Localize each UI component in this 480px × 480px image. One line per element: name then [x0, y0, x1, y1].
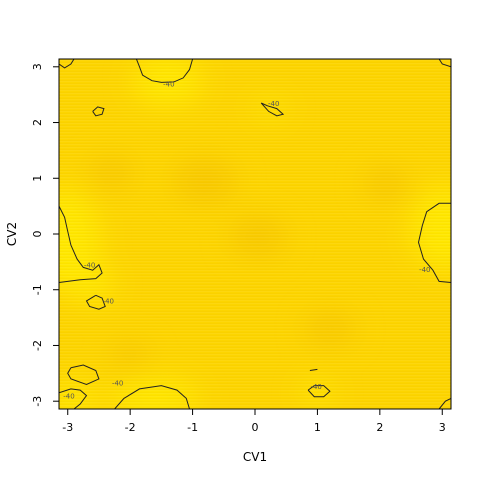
y-tick-label: 3: [31, 63, 44, 70]
contour-label: -40: [112, 380, 123, 388]
contour-line: [85, 294, 106, 310]
contour-label: -40: [163, 80, 174, 88]
contour-line: [59, 388, 88, 409]
contour-label: -40: [310, 383, 321, 391]
x-tick-label: -2: [125, 421, 136, 434]
y-tick-label: 1: [31, 175, 44, 182]
x-axis-title: CV1: [243, 450, 267, 464]
x-tick-label: -1: [187, 421, 198, 434]
contour-line: [417, 202, 451, 283]
contour-line: [307, 385, 331, 398]
contour-label: -40: [103, 298, 114, 306]
contour-line: [309, 368, 318, 371]
x-tick-label: -3: [62, 421, 73, 434]
x-tick-label: 0: [252, 421, 259, 434]
contour-label: -40: [63, 392, 74, 400]
x-tick-label: 1: [314, 421, 321, 434]
contour-label: -40: [84, 261, 95, 269]
contour-line: [135, 59, 194, 83]
y-tick-label: -1: [31, 284, 44, 295]
contour-line: [59, 205, 103, 283]
contour-line: [92, 106, 105, 117]
contour-line: [114, 385, 190, 409]
contour-label: -40: [268, 100, 279, 108]
axes: -3 -2 -1 0 1 2 3 -3 -2 -1 0 1 2 3 CV1 CV2: [5, 58, 452, 464]
surface-texture: [59, 59, 451, 409]
contour-line: [260, 102, 285, 117]
y-tick-label: 2: [31, 119, 44, 126]
y-tick-label: -3: [31, 396, 44, 407]
contour-line: [59, 59, 75, 69]
contour-line: [67, 364, 100, 386]
contour-lines: [59, 59, 451, 409]
contour-line: [438, 59, 451, 68]
y-tick-label: 0: [31, 231, 44, 238]
surface-heatmap: [59, 59, 451, 409]
x-tick-label: 3: [439, 421, 446, 434]
contour-label: -40: [419, 266, 430, 274]
contour-line: [438, 397, 451, 409]
y-axis-title: CV2: [5, 222, 19, 246]
y-tick-label: -2: [31, 340, 44, 351]
x-tick-label: 2: [376, 421, 383, 434]
contour-labels: -40 -40 -40 -40 -40 -40 -40 -40: [63, 80, 430, 400]
